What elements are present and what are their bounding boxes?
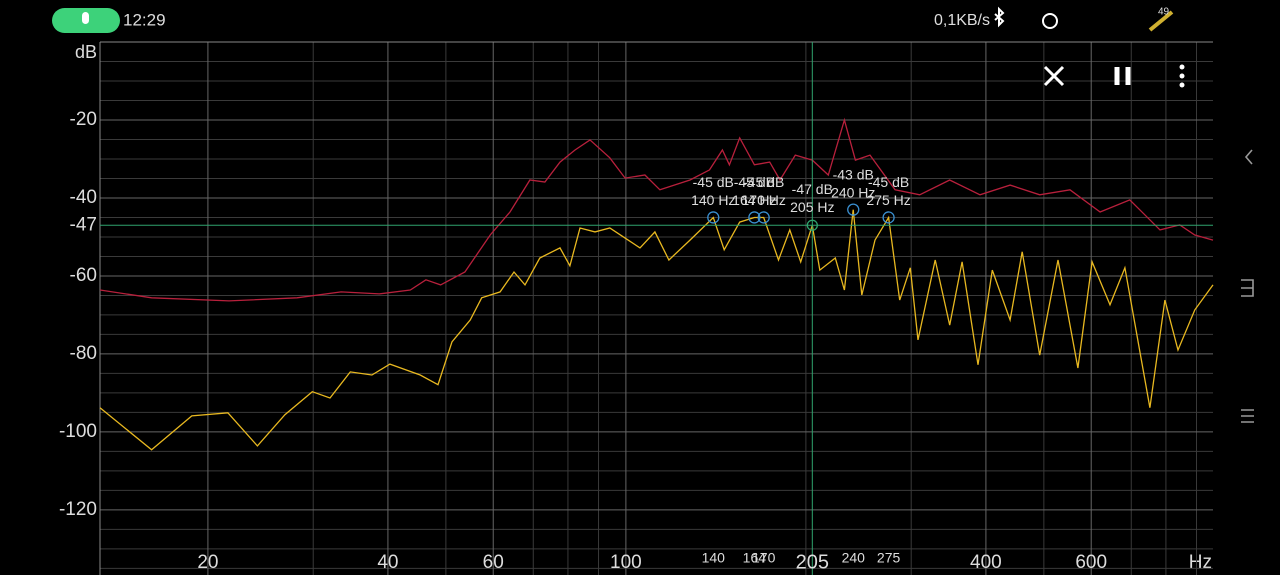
y-tick-label: -120 xyxy=(59,499,97,520)
peak-marker xyxy=(748,211,761,224)
peak-x-label: 170 Hz xyxy=(742,192,786,208)
x-axis-label: Hz xyxy=(1189,552,1212,573)
menu-dot xyxy=(1179,82,1185,88)
back-button[interactable] xyxy=(1244,149,1253,165)
peak-x-label: 140 Hz xyxy=(691,192,735,208)
home-button[interactable] xyxy=(1241,279,1254,297)
peak-value-label: -45 dB xyxy=(734,174,775,190)
status-network-speed: 0,1KB/s xyxy=(934,12,990,29)
menu-dot xyxy=(1179,73,1185,79)
cursor-x-label: 205 Hz xyxy=(790,199,834,215)
x-tick-label: 60 xyxy=(483,552,504,573)
x-tick-label: 20 xyxy=(197,552,218,573)
x-tick-label: 600 xyxy=(1075,552,1107,573)
spectrum-line xyxy=(99,117,1214,302)
peak-value-label: -45 dB xyxy=(743,174,784,190)
y-axis-label: dB xyxy=(75,42,97,62)
x-tick-label: 400 xyxy=(970,552,1002,573)
status-icons xyxy=(994,6,1174,32)
y-tick-label: -80 xyxy=(70,343,97,364)
status-time: 12:29 xyxy=(123,10,166,29)
peak-value-label: -45 dB xyxy=(693,174,734,190)
peak-axis-label: 240 xyxy=(842,550,866,566)
y-tick-label: -60 xyxy=(70,265,97,286)
signal-icon xyxy=(1148,10,1174,32)
peak-axis-label: 140 xyxy=(702,550,726,566)
peak-value-label: -45 dB xyxy=(868,174,909,190)
peak-axis-label: 164 xyxy=(743,550,767,566)
peak-x-label: 164 Hz xyxy=(732,192,776,208)
pause-button[interactable] xyxy=(1114,67,1131,85)
cursor-axis-label: -47 xyxy=(70,214,97,235)
toolbar xyxy=(1043,64,1185,88)
peak-value-label: -43 dB xyxy=(833,166,874,182)
peak-marker xyxy=(757,211,770,224)
peak-marker xyxy=(847,203,860,216)
menu-dot xyxy=(1179,64,1185,70)
y-tick-label: -40 xyxy=(70,187,97,208)
cursor-marker xyxy=(806,219,818,231)
x-tick-label: 100 xyxy=(610,552,642,573)
close-button[interactable] xyxy=(1043,65,1065,87)
status-battery: 49 xyxy=(1158,7,1170,18)
nav-bar xyxy=(1241,149,1254,423)
x-tick-label: 40 xyxy=(377,552,398,573)
cursor-axis-label: 205 xyxy=(796,551,829,573)
recents-button[interactable] xyxy=(1241,409,1254,423)
peak-marker xyxy=(707,211,720,224)
mic-icon xyxy=(82,12,89,24)
peak-marker xyxy=(882,211,895,224)
peak-axis-label: 275 xyxy=(877,550,901,566)
alarm-icon xyxy=(1042,13,1058,29)
y-tick-label: -100 xyxy=(59,421,97,442)
spectrum-plot: dB Hz -20 -40 -60 -80 -100 -120 20 40 60 100 400 600 -… xyxy=(59,41,1214,575)
bluetooth-icon xyxy=(994,6,1005,28)
menu-button[interactable] xyxy=(1179,64,1185,88)
peak-x-label: 240 Hz xyxy=(831,184,875,200)
peak-x-label: 275 Hz xyxy=(866,192,910,208)
cursor-value-label: -47 dB xyxy=(792,181,833,197)
peak-axis-label: 170 xyxy=(752,550,776,566)
y-tick-label: -20 xyxy=(70,109,97,130)
spectrum-line xyxy=(99,209,1214,451)
